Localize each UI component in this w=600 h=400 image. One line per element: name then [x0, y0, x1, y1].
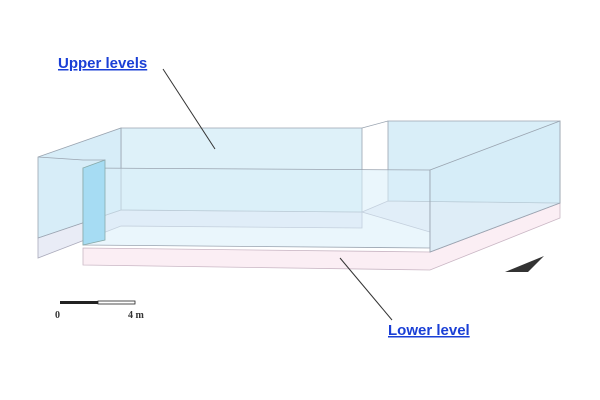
lower-level-link[interactable]: Lower level [388, 322, 470, 339]
front-volume [82, 167, 431, 249]
north-arrow [505, 256, 544, 272]
scale-bar: 0 4 m [55, 300, 145, 321]
leader-line [339, 257, 393, 321]
scale-segment [97, 300, 136, 305]
edge [361, 120, 389, 129]
edge [37, 156, 105, 161]
scale-end: 4 m [128, 310, 145, 321]
front-fin [82, 159, 106, 246]
scale-start: 0 [55, 310, 60, 321]
side-volume [429, 120, 561, 253]
upper-levels-link[interactable]: Upper levels [58, 55, 147, 72]
building-model [37, 120, 561, 271]
scale-segment [60, 301, 98, 304]
leader-line [162, 68, 216, 150]
